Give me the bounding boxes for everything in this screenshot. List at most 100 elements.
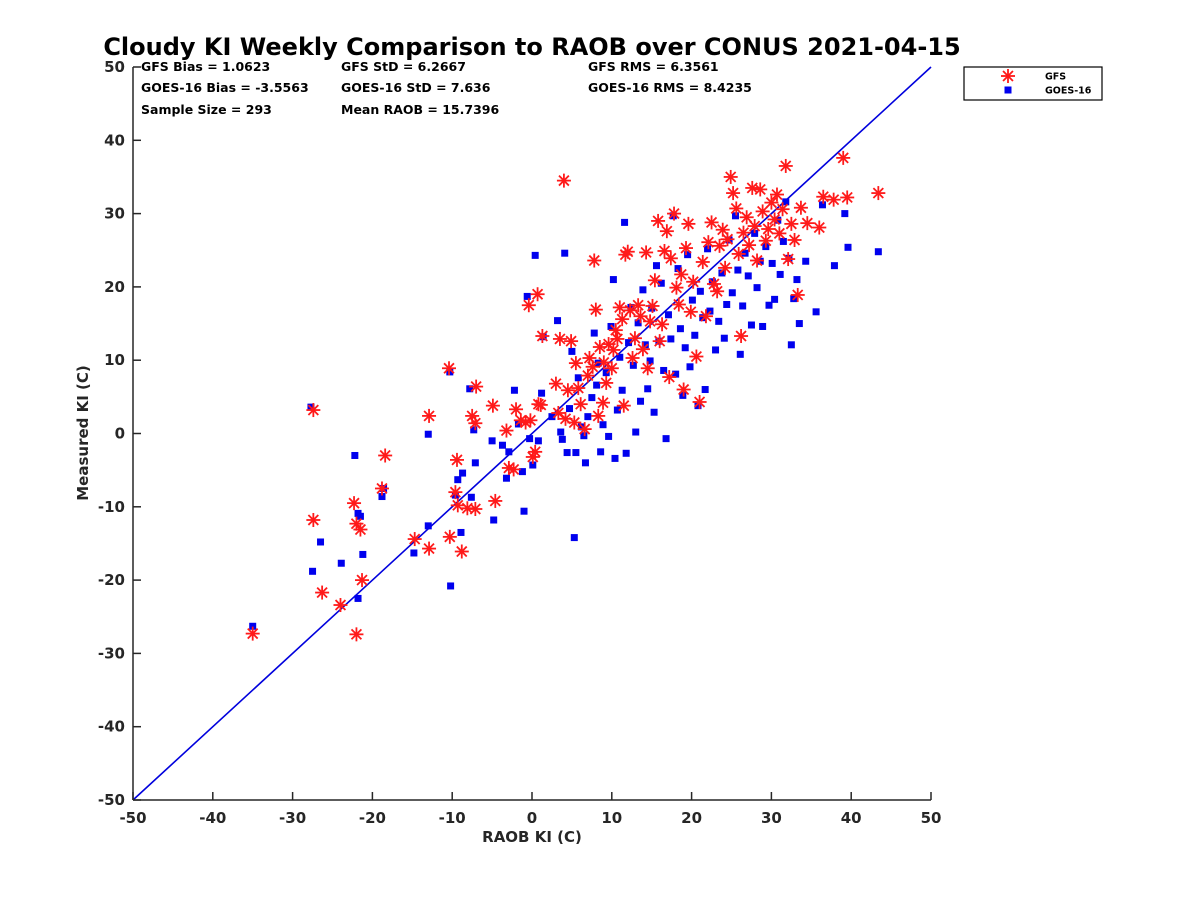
- gfs-point: [374, 481, 389, 496]
- goes16-point: [844, 243, 852, 251]
- gfs-point: [485, 398, 500, 413]
- gfs-point: [742, 238, 757, 253]
- gfs-point: [784, 216, 799, 231]
- goes16-point: [470, 426, 478, 434]
- gfs-point: [686, 274, 701, 289]
- gfs-point: [755, 204, 770, 219]
- legend-box: [963, 66, 1103, 101]
- gfs-point: [625, 351, 640, 366]
- gfs-point: [736, 225, 751, 240]
- gfs-point: [816, 189, 831, 204]
- goes16-point: [674, 265, 682, 273]
- goes16-point: [459, 469, 467, 477]
- goes16-point: [599, 421, 607, 429]
- goes16-point: [802, 257, 810, 265]
- goes16-point: [646, 357, 654, 365]
- goes16-point: [728, 289, 736, 297]
- gfs-point: [442, 361, 457, 376]
- gfs-point: [767, 212, 782, 227]
- one-to-one-line: [132, 66, 932, 801]
- goes16-point: [768, 259, 776, 267]
- goes16-point: [538, 389, 546, 397]
- goes16-point: [561, 249, 569, 257]
- goes16-point: [570, 534, 578, 542]
- x-tick-label: 20: [681, 809, 702, 827]
- gfs-point: [704, 215, 719, 230]
- gfs-point: [623, 303, 638, 318]
- gfs-point: [715, 222, 730, 237]
- gfs-point: [712, 238, 727, 253]
- goes16-point: [676, 325, 684, 333]
- goes16-point: [639, 286, 647, 294]
- x-tick-label: 50: [921, 809, 942, 827]
- goes16-point: [471, 459, 479, 467]
- gfs-point: [812, 220, 827, 235]
- goes16-point: [641, 341, 649, 349]
- goes16-point: [712, 346, 720, 354]
- gfs-point: [800, 216, 815, 231]
- goes16-point: [309, 567, 317, 575]
- stat-goes-bias: GOES-16 Bias = -3.5563: [141, 80, 309, 95]
- gfs-point: [674, 267, 689, 282]
- goes16-point: [574, 374, 582, 382]
- y-tick-label: -50: [98, 791, 125, 809]
- gfs-point: [591, 408, 606, 423]
- gfs-point: [599, 375, 614, 390]
- goes16-point: [593, 381, 601, 389]
- gfs-point: [245, 626, 260, 641]
- x-tick-label: 40: [841, 809, 862, 827]
- stat-gfs-std: GFS StD = 6.2667: [341, 59, 466, 74]
- goes16-point: [793, 276, 801, 284]
- goes16-point: [588, 394, 596, 402]
- goes16-point: [457, 528, 465, 536]
- goes16-point: [625, 339, 633, 347]
- gfs-point: [523, 413, 538, 428]
- goes16-point: [622, 449, 630, 457]
- goes16-point: [510, 386, 518, 394]
- goes16-point: [518, 468, 526, 476]
- goes16-point: [520, 507, 528, 515]
- goes16-point: [747, 321, 755, 329]
- gfs-point: [631, 298, 646, 313]
- stat-mean-raob: Mean RAOB = 15.7396: [341, 102, 499, 117]
- gfs-point: [692, 394, 707, 409]
- gfs-point: [551, 405, 566, 420]
- gfs-point: [449, 452, 464, 467]
- gfs-point: [606, 342, 621, 357]
- gfs-point: [747, 219, 762, 234]
- gfs-point: [612, 300, 627, 315]
- gfs-point: [533, 397, 548, 412]
- goes16-point: [660, 366, 668, 374]
- gfs-point: [729, 201, 744, 216]
- goes16-point: [787, 341, 795, 349]
- goes16-point: [686, 363, 694, 371]
- goes16-point: [657, 279, 665, 287]
- goes16-point: [795, 320, 803, 328]
- goes16-point: [526, 435, 534, 443]
- goes16-point: [782, 198, 790, 206]
- gfs-point: [718, 260, 733, 275]
- gfs-point: [683, 304, 698, 319]
- goes16-point: [424, 430, 432, 438]
- gfs-point: [1001, 69, 1015, 83]
- goes16-point: [629, 361, 637, 369]
- gfs-point: [734, 329, 749, 344]
- goes16-point: [751, 229, 759, 237]
- goes16-point: [734, 266, 742, 274]
- y-tick-label: 30: [104, 205, 125, 223]
- gfs-point: [577, 422, 592, 437]
- gfs-point: [758, 233, 773, 248]
- gfs-point: [488, 493, 503, 508]
- goes16-point: [467, 493, 475, 501]
- legend-label-goes16: GOES-16: [1045, 86, 1092, 97]
- gfs-point: [710, 284, 725, 299]
- gfs-point: [448, 485, 463, 500]
- gfs-point: [676, 382, 691, 397]
- goes16-point: [356, 512, 364, 520]
- goes16-point: [874, 248, 882, 256]
- gfs-point: [772, 226, 787, 241]
- goes16-point: [720, 334, 728, 342]
- goes16-point: [568, 347, 576, 355]
- y-tick-label: 40: [104, 131, 125, 149]
